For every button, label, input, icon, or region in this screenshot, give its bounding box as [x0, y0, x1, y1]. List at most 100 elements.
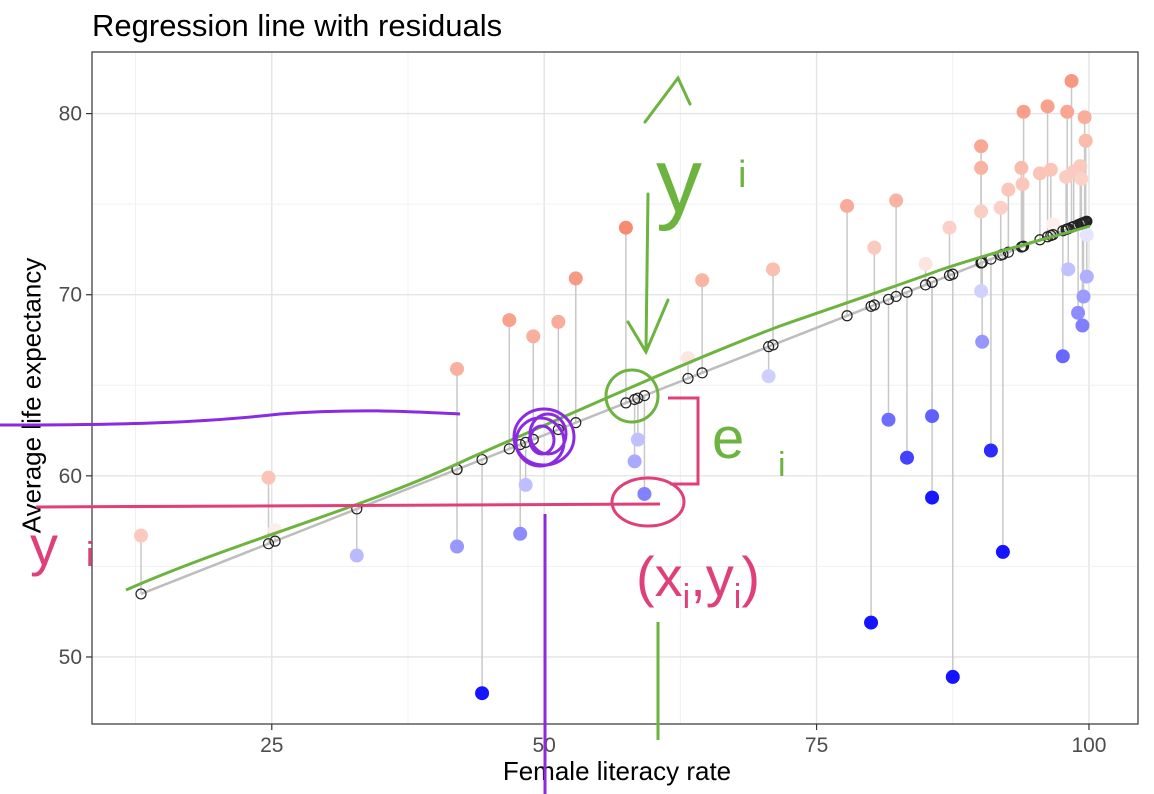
fitted-point [638, 390, 651, 402]
data-point [1079, 269, 1094, 284]
fitted-point [262, 538, 275, 550]
data-point [450, 361, 465, 376]
y-tick-label: 50 [59, 646, 82, 669]
fitted-point [947, 268, 959, 280]
data-point [1014, 160, 1029, 175]
data-point [1055, 349, 1070, 364]
data-point [974, 160, 989, 175]
data-point [1078, 133, 1093, 148]
handwritten-annotations: y i e i (xi,yi) y i [0, 75, 1091, 794]
regression-line [140, 219, 1089, 596]
data-point [1073, 159, 1088, 174]
x-tick-label: 25 [260, 734, 283, 757]
data-point [925, 409, 940, 424]
pink-circle [610, 476, 686, 528]
data-point [942, 220, 957, 235]
annotation-yi: y [656, 130, 702, 232]
x-tick-label: 100 [1071, 734, 1106, 757]
fitted-point [926, 276, 938, 288]
data-point [1040, 99, 1055, 114]
fitted-point [476, 453, 488, 466]
fitted-point [868, 299, 880, 311]
data-point [881, 412, 896, 427]
annotation-yi-sub: i [738, 154, 746, 196]
data-point [864, 615, 879, 630]
y-tick-label: 70 [59, 284, 82, 307]
data-point [1016, 104, 1031, 119]
fitted-point [841, 310, 853, 322]
data-point [900, 450, 915, 465]
fitted-point [269, 535, 281, 547]
data-point [630, 432, 645, 447]
pink-horizontal [35, 502, 661, 509]
data-point [134, 528, 149, 543]
data-point [975, 334, 990, 349]
green-arrow-shaft [626, 192, 670, 356]
data-point [1032, 166, 1047, 181]
annotation-xy: (xi,yi) [636, 545, 760, 616]
data-point [1046, 217, 1061, 232]
y-tick-label: 80 [59, 103, 82, 126]
data-point [1079, 227, 1094, 242]
chart-title: Regression line with residuals [92, 8, 503, 43]
data-point [513, 526, 528, 541]
data-point [867, 240, 882, 255]
data-point [518, 477, 533, 492]
fitted-point [503, 443, 515, 455]
residual-segments [140, 80, 1088, 694]
data-point [1015, 177, 1030, 192]
data-point [993, 200, 1008, 215]
data-point [1074, 171, 1089, 186]
data-point [627, 454, 642, 469]
fitted-point [882, 293, 895, 306]
data-point [1071, 305, 1086, 320]
y-ticks: 50 60 70 80 [59, 103, 92, 669]
data-point [568, 271, 583, 286]
x-tick-label: 75 [805, 734, 828, 757]
data-point [1064, 73, 1079, 88]
data-point [1043, 162, 1058, 177]
fitted-point [135, 588, 147, 600]
data-point [974, 139, 989, 154]
x-axis-label: Female literacy rate [502, 756, 732, 786]
data-point [889, 193, 904, 208]
data-point [945, 669, 960, 684]
data-point [761, 369, 776, 384]
annotation-ei: e [712, 406, 744, 471]
data-point [502, 313, 517, 328]
annotation-y1-sub: i [86, 536, 94, 574]
panel-border [91, 51, 1139, 725]
pink-bracket [668, 396, 700, 486]
data-point [450, 539, 465, 554]
data-point [551, 314, 566, 329]
fitted-point [901, 286, 913, 298]
data-point [925, 490, 940, 505]
data-point [974, 204, 989, 219]
fitted-point [890, 290, 902, 303]
fitted-point [1002, 246, 1014, 258]
data-point [1061, 262, 1076, 277]
fitted-point [682, 372, 694, 385]
data-point [618, 220, 633, 235]
purple-horizontal [0, 409, 461, 427]
data-point [1075, 318, 1090, 333]
annotation-ei-sub: i [778, 446, 786, 484]
data-point [1001, 182, 1016, 197]
data-point [1060, 104, 1075, 119]
data-point [637, 486, 652, 501]
data-point [995, 544, 1010, 559]
data-point [1077, 110, 1092, 125]
points [134, 73, 1094, 701]
data-point [1076, 289, 1091, 304]
data-point [695, 273, 710, 288]
fitted-point [696, 367, 708, 379]
green-circle [604, 368, 660, 424]
data-point [918, 256, 933, 271]
data-point [840, 198, 855, 213]
data-point [765, 262, 780, 277]
fitted-point [632, 392, 644, 404]
fitted-point [767, 339, 779, 351]
data-point [349, 548, 364, 563]
